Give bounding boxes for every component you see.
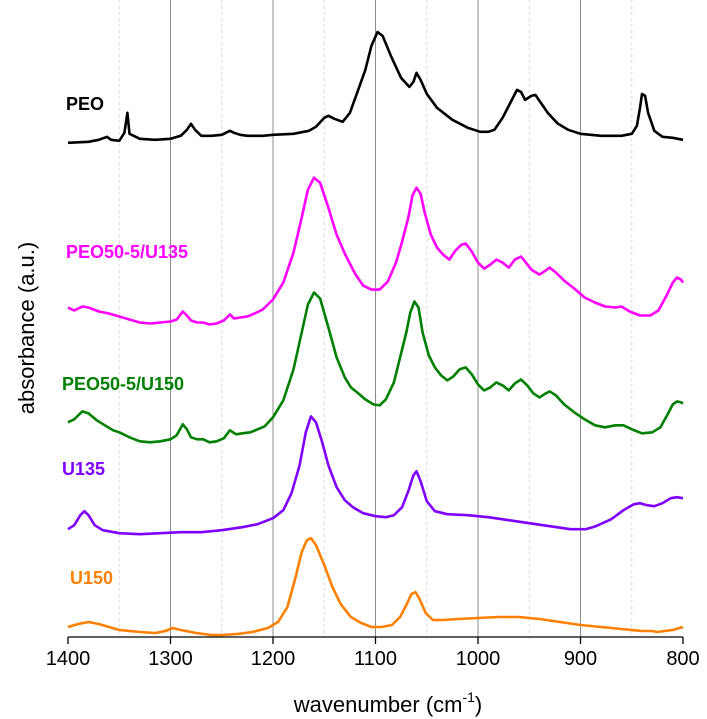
series-line-1 (67, 176, 685, 326)
x-tick-label: 800 (666, 648, 699, 670)
x-tick-label: 1200 (251, 648, 296, 670)
x-axis-title-superscript: -1 (462, 689, 475, 705)
series-label-3: U135 (62, 459, 105, 479)
x-tick-label: 1400 (46, 648, 91, 670)
series-label-4: U150 (70, 568, 113, 588)
x-axis: 1400 1300 1200 1100 1000 900 800 (46, 636, 700, 670)
series-labels: PEO PEO50-5/U135 PEO50-5/U150 U135 U150 (62, 94, 188, 588)
x-axis-title: wavenumber (cm-1) (293, 689, 483, 717)
series-label-0: PEO (66, 94, 104, 114)
x-tick-label: 900 (564, 648, 597, 670)
x-tick-label: 1300 (148, 648, 193, 670)
gridlines (118, 0, 633, 637)
series-line-2 (67, 291, 684, 444)
series-line-4 (67, 536, 684, 637)
series-line-3 (67, 415, 684, 536)
x-tick-label: 1000 (456, 648, 501, 670)
y-axis-title: absorbance (a.u.) (14, 242, 39, 414)
series-line-0 (67, 30, 684, 145)
series-label-1: PEO50-5/U135 (66, 242, 188, 262)
spectra-traces (67, 30, 685, 637)
x-tick-label: 1100 (354, 648, 397, 670)
series-label-2: PEO50-5/U150 (62, 374, 184, 394)
